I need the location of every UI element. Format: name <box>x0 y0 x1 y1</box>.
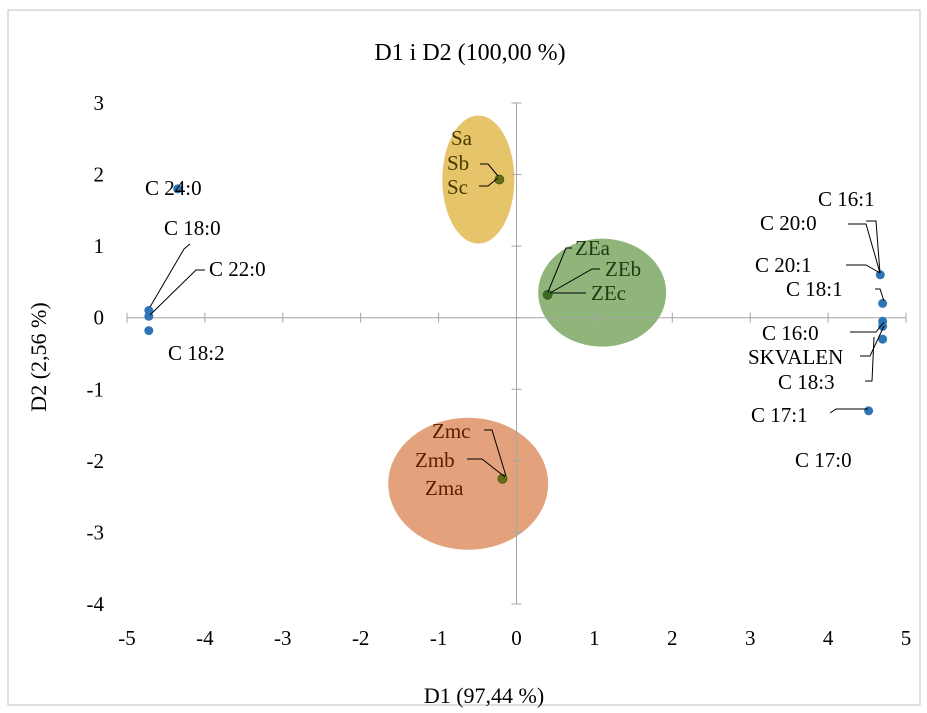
group-point <box>494 174 505 185</box>
variable-point <box>875 270 885 280</box>
axes: -5 -4 -3 -2 -1 0 1 2 3 4 5 3 2 1 0 -1 -2 -3 -4 <box>87 91 912 650</box>
label-zmb: Zmb <box>415 448 455 472</box>
y-tick-label: -4 <box>87 592 105 616</box>
label-c-16-1: C 16:1 <box>818 187 875 211</box>
variable-point <box>173 184 183 194</box>
y-tick-label: 2 <box>94 163 105 187</box>
x-tick-label: -5 <box>118 626 136 650</box>
y-tick-label: -1 <box>87 377 105 401</box>
leader-line-c-16-0 <box>850 321 885 333</box>
leader-line-zeb <box>549 268 600 294</box>
label-zea: ZEa <box>575 236 611 260</box>
group-ellipse-sa <box>442 115 515 244</box>
leader-line-c-20-0 <box>848 223 881 274</box>
label-c-16-0: C 16:0 <box>762 321 819 345</box>
x-axis-label: D1 (97,44 %) <box>424 683 544 708</box>
label-c-18-2: C 18:2 <box>168 341 225 365</box>
leader-line-zmb <box>467 458 506 478</box>
variable-point <box>878 321 888 331</box>
x-tick-label: 5 <box>901 626 912 650</box>
y-tick-label: 3 <box>94 91 105 115</box>
label-c-24-0: C 24:0 <box>145 176 202 200</box>
label-c-18-1: C 18:1 <box>786 277 843 301</box>
y-tick-label: 0 <box>94 306 105 330</box>
group-ellipses <box>388 115 667 550</box>
y-tick-label: -2 <box>87 449 105 473</box>
y-tick-label: -3 <box>87 520 105 544</box>
label-zma: Zma <box>425 476 464 500</box>
label-c-17-0: C 17:0 <box>795 448 852 472</box>
label-zec: ZEc <box>591 281 626 305</box>
leader-line-c-16-1 <box>866 220 881 274</box>
x-tick-label: 3 <box>745 626 756 650</box>
leader-line-c-17-1 <box>829 408 868 414</box>
leader-line-sc <box>479 177 499 187</box>
label-c-18-0: C 18:0 <box>164 216 221 240</box>
x-tick-label: 0 <box>511 626 522 650</box>
leader-line-c-18-3 <box>865 336 875 382</box>
label-sb: Sb <box>447 151 469 175</box>
x-tick-label: -4 <box>196 626 214 650</box>
leader-line-c-20-1 <box>846 264 881 274</box>
label-c-20-1: C 20:1 <box>755 253 812 277</box>
y-tick-label: 1 <box>94 234 105 258</box>
label-sc: Sc <box>447 175 468 199</box>
leader-line-zea <box>547 247 572 293</box>
label-zmc: Zmc <box>432 419 470 443</box>
label-c-22-0: C 22:0 <box>209 257 266 281</box>
chart-title: D1 i D2 (100,00 %) <box>374 40 565 66</box>
leader-line-c-22-0 <box>149 269 205 316</box>
leader-line-c-18-1 <box>875 288 885 302</box>
point-labels: C 24:0 C 18:0 C 22:0 C 18:2 C 16:1C 20:0 C 20… <box>145 126 885 500</box>
label-c-17-1: C 17:1 <box>751 403 808 427</box>
variable-point <box>864 406 874 416</box>
group-ellipse-zea <box>538 238 667 347</box>
leader-line-c-18-0 <box>149 243 191 308</box>
variable-point <box>144 326 154 336</box>
x-tick-label: -3 <box>274 626 292 650</box>
group-ellipse-zmc <box>388 417 549 550</box>
label-sa: Sa <box>451 126 473 150</box>
leader-line-sb <box>480 163 499 177</box>
label-skvalen: SKVALEN <box>748 345 843 369</box>
y-axis-label: D2 (2,56 %) <box>26 302 51 411</box>
leader-line-skvalen <box>860 325 885 357</box>
leader-line-zmc <box>484 429 507 477</box>
x-tick-label: -2 <box>352 626 370 650</box>
label-c-18-3: C 18:3 <box>778 370 835 394</box>
label-c-20-0: C 20:0 <box>760 211 817 235</box>
x-tick-label: 2 <box>667 626 678 650</box>
label-zeb: ZEb <box>605 257 641 281</box>
x-tick-label: 1 <box>589 626 600 650</box>
variable-point <box>878 298 888 308</box>
x-tick-label: -1 <box>430 626 448 650</box>
x-tick-label: 4 <box>823 626 834 650</box>
variable-point <box>878 334 888 344</box>
